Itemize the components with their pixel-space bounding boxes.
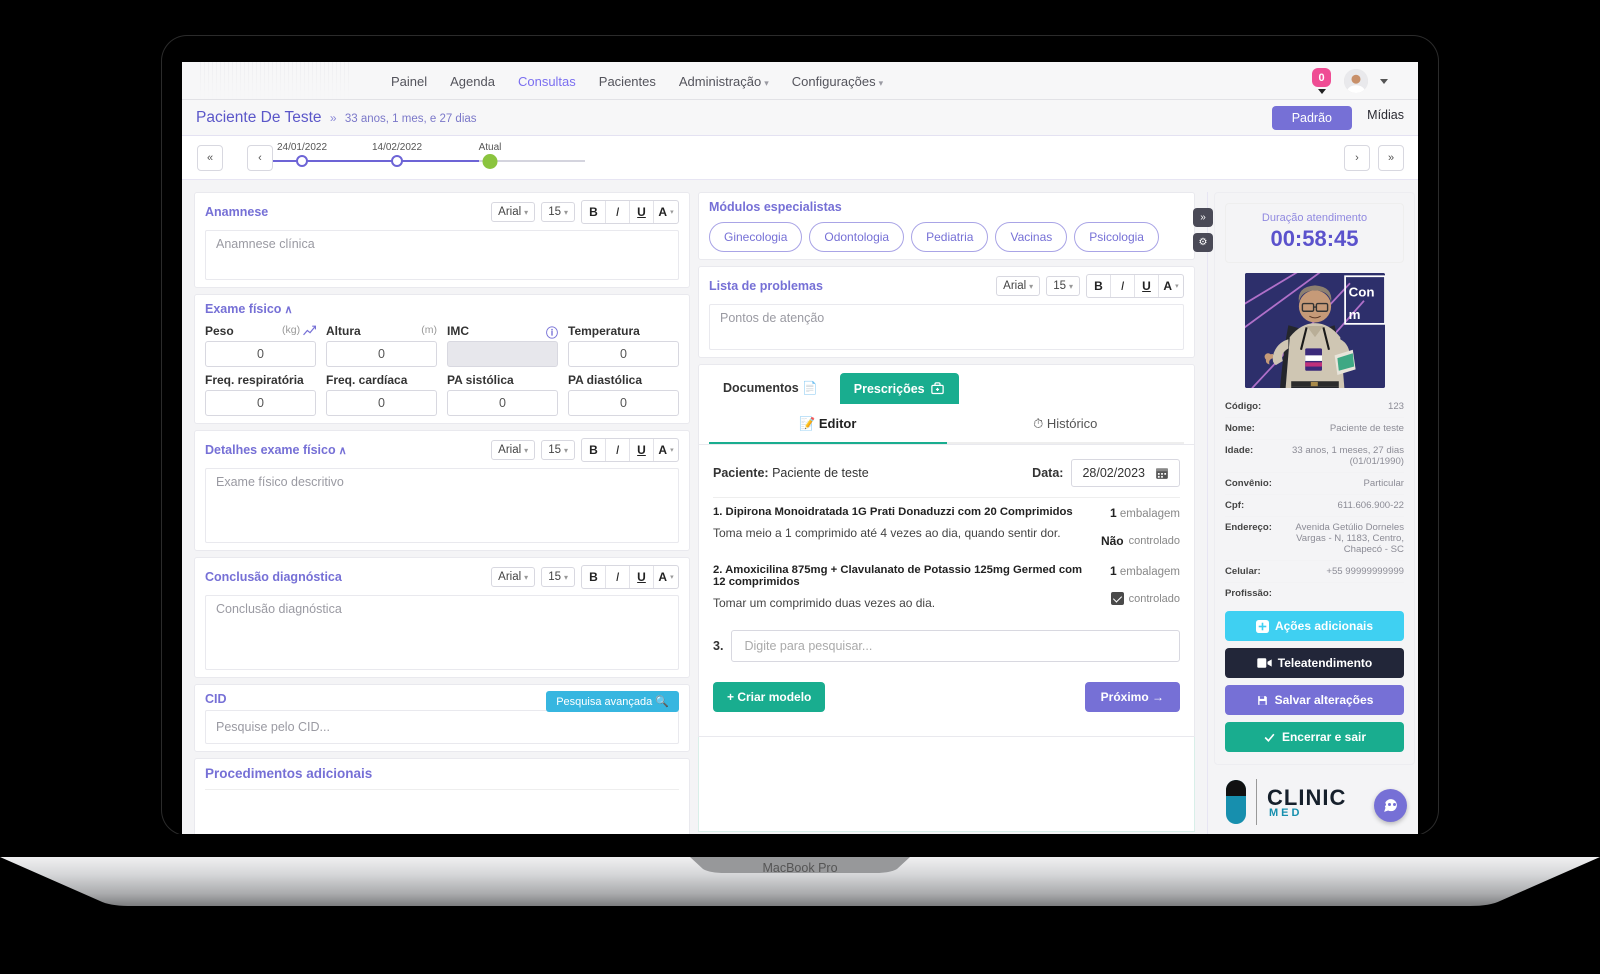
svg-text:Con: Con (1348, 285, 1374, 300)
svg-text:m: m (1348, 307, 1360, 322)
svg-text:MacBook Pro: MacBook Pro (762, 861, 837, 875)
